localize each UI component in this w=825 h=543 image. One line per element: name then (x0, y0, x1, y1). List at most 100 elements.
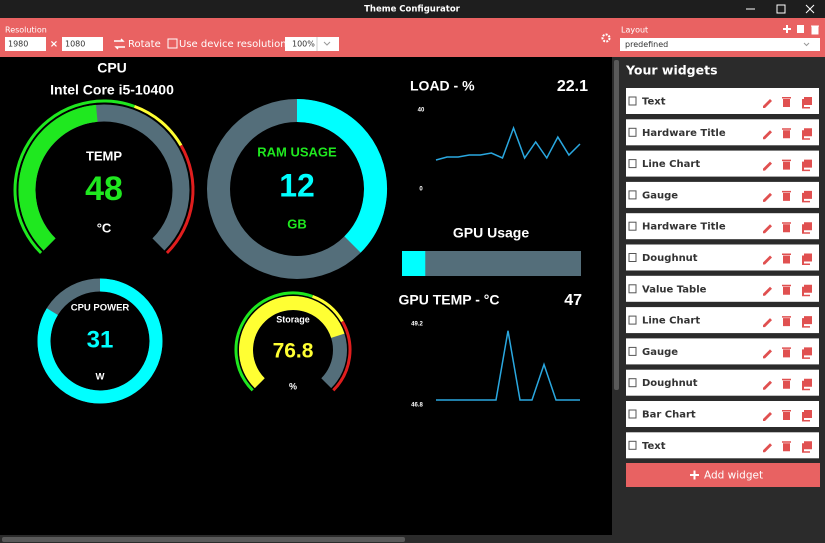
copy-button[interactable] (802, 441, 812, 453)
delete-layout-button[interactable] (811, 25, 819, 35)
scroll-thumb[interactable] (2, 537, 405, 542)
hardware-name: Intel Core i5-10400 (50, 82, 174, 98)
current-value: 47 (564, 292, 582, 309)
edit-button[interactable] (763, 161, 772, 171)
gauge-label: TEMP (86, 148, 122, 163)
delete-button[interactable] (782, 441, 791, 452)
delete-button[interactable] (782, 410, 791, 420)
widget-name: Doughnut (642, 253, 698, 264)
widget-name: Bar Chart (642, 410, 696, 421)
gauge-band (311, 295, 344, 323)
widget-row[interactable]: Doughnut (626, 369, 819, 396)
copy-button[interactable] (802, 97, 812, 109)
edit-button[interactable] (763, 443, 772, 453)
copy-button[interactable] (802, 159, 812, 172)
delete-button[interactable] (782, 284, 791, 295)
widget-type-icon (628, 409, 637, 419)
copy-button[interactable] (802, 253, 812, 266)
bar-title: GPU Usage (453, 225, 529, 241)
edit-button[interactable] (763, 349, 772, 359)
edit-button[interactable] (763, 412, 772, 421)
gauge-value-text: 76.8 (273, 340, 314, 363)
edit-button[interactable] (763, 99, 772, 108)
widget-row[interactable]: Hardware Title (626, 213, 819, 240)
scroll-thumb[interactable] (614, 60, 619, 390)
widget-row[interactable]: Doughnut (626, 244, 819, 271)
gauge-band (165, 144, 195, 254)
y-tick-label: 49.2 (411, 322, 423, 328)
widget-row[interactable]: Text (626, 432, 819, 459)
delete-button[interactable] (782, 222, 791, 233)
copy-button[interactable] (802, 284, 812, 297)
delete-button[interactable] (782, 253, 791, 264)
edit-button[interactable] (763, 130, 772, 140)
toolbar (0, 18, 825, 57)
settings-button[interactable] (601, 33, 611, 43)
widget-row[interactable]: Text (626, 88, 819, 114)
add-widget-label: Add widget (704, 470, 763, 482)
widget-type-icon (628, 284, 637, 294)
widget-name: Gauge (642, 347, 678, 358)
widget-type-icon (628, 190, 637, 200)
delete-button[interactable] (782, 97, 791, 107)
widget-row[interactable]: Line Chart (626, 307, 819, 334)
zoom-select[interactable] (285, 37, 339, 51)
width-value: 1980 (8, 40, 28, 49)
delete-button[interactable] (782, 316, 791, 327)
delete-button[interactable] (782, 128, 791, 139)
edit-button[interactable] (763, 255, 772, 265)
maximize-button[interactable] (776, 4, 786, 14)
title-bar (0, 0, 825, 18)
copy-button[interactable] (802, 410, 812, 422)
edit-button[interactable] (763, 318, 772, 328)
close-button[interactable] (805, 4, 815, 14)
widget-row[interactable]: Gauge (626, 181, 819, 208)
chevron (323, 41, 331, 46)
widget-type-icon (628, 221, 637, 231)
layout-value: predefined (625, 40, 668, 49)
widget-row[interactable]: Line Chart (626, 150, 819, 177)
rotate-button[interactable]: Rotate (114, 38, 161, 50)
widget-row[interactable]: Bar Chart (626, 401, 819, 427)
delete-button[interactable] (782, 378, 791, 389)
edit-button[interactable] (763, 380, 772, 390)
device-resolution-toggle[interactable]: Use device resolution (167, 38, 287, 50)
copy-button[interactable] (802, 190, 812, 203)
widget-type-icon (628, 315, 637, 325)
height-input[interactable] (62, 37, 103, 51)
edit-button[interactable] (763, 286, 772, 296)
widget-name: Doughnut (642, 378, 698, 389)
doughnut-unit: GB (287, 216, 307, 231)
copy-layout-button[interactable] (797, 25, 804, 33)
add-layout-button[interactable] (783, 25, 791, 33)
delete-button[interactable] (782, 190, 791, 201)
delete-button[interactable] (782, 347, 791, 358)
chevron (803, 42, 810, 47)
copy-button[interactable] (802, 378, 812, 391)
checkbox-icon (167, 38, 178, 49)
sidebar-title: Your widgets (625, 63, 718, 78)
widget-row[interactable]: Value Table (626, 275, 819, 302)
widget-row[interactable]: Gauge (626, 338, 819, 365)
chart-title: GPU TEMP - °C (398, 292, 499, 308)
copy-button[interactable] (802, 128, 812, 140)
button-background (626, 463, 820, 487)
edit-button[interactable] (763, 224, 772, 234)
add-widget-button[interactable]: Add widget (626, 463, 820, 487)
layout-select[interactable] (620, 38, 820, 51)
delete-button[interactable] (782, 159, 791, 170)
gauge-band (234, 291, 314, 392)
gauge-value (18, 104, 98, 251)
widget-row[interactable]: Hardware Title (626, 119, 819, 146)
chart-title: LOAD - % (410, 78, 475, 94)
width-input[interactable] (5, 37, 46, 51)
copy-button[interactable] (802, 316, 812, 328)
edit-button[interactable] (763, 192, 772, 202)
layout-label: Layout (621, 26, 648, 35)
copy-button[interactable] (802, 222, 812, 234)
widget-type-icon (628, 127, 637, 137)
widget-name: Line Chart (642, 316, 700, 327)
copy-button[interactable] (802, 347, 812, 359)
zoom-value: 100% (292, 40, 315, 49)
